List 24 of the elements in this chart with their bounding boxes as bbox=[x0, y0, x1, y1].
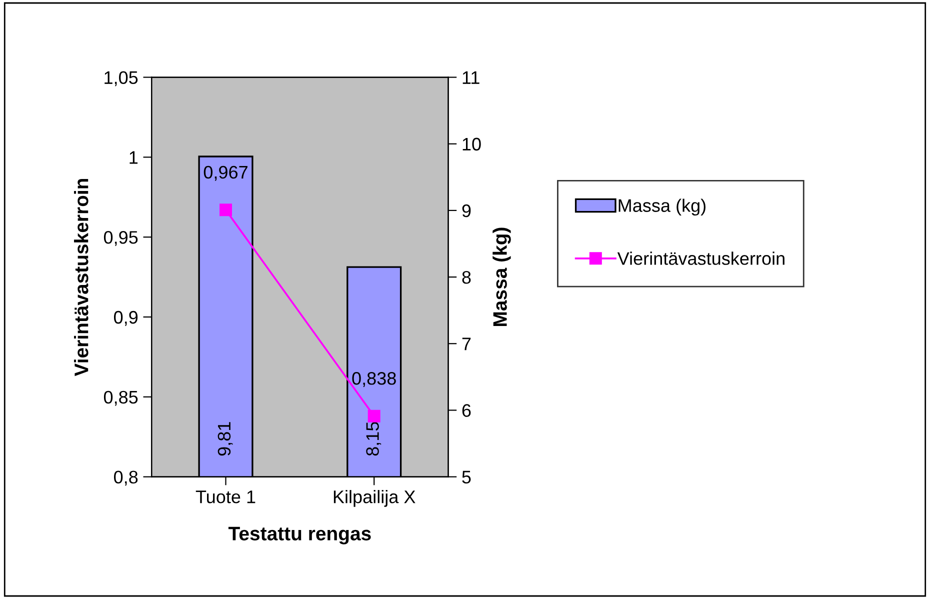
y-tick-label: 0,9 bbox=[114, 310, 138, 326]
y2-tick-label: 11 bbox=[462, 71, 480, 84]
x-tick-label: Tuote 1 bbox=[196, 490, 256, 504]
y-tick-label: 0,85 bbox=[104, 390, 138, 406]
y2-axis-title: Massa (kg) bbox=[492, 228, 511, 326]
y-tick-label: 0,95 bbox=[104, 231, 138, 246]
y-tick-label: 1 bbox=[130, 151, 138, 164]
data-label: 0,838 bbox=[352, 372, 396, 387]
y2-tick-label: 5 bbox=[462, 470, 471, 484]
y-tick-label: 0,8 bbox=[114, 470, 138, 486]
y-tick-label: 1,05 bbox=[104, 71, 138, 86]
data-label: 0,967 bbox=[204, 166, 248, 181]
data-label: 9,81 bbox=[218, 422, 233, 456]
y2-tick-label: 10 bbox=[462, 138, 481, 151]
y-axis-title: Vierintävastuskerroin bbox=[74, 178, 88, 376]
legend-label: Vierintävastuskerroin bbox=[617, 252, 784, 265]
y2-tick-label: 8 bbox=[462, 270, 471, 284]
y2-tick-label: 6 bbox=[462, 404, 471, 417]
data-label: 8,15 bbox=[366, 422, 382, 456]
x-tick-label: Kilpailija X bbox=[334, 490, 416, 507]
legend-label: Massa (kg) bbox=[618, 198, 706, 216]
y2-tick-label: 9 bbox=[462, 204, 471, 218]
x-axis-title: Testattu rengas bbox=[228, 526, 371, 544]
y2-tick-label: 7 bbox=[462, 338, 471, 350]
